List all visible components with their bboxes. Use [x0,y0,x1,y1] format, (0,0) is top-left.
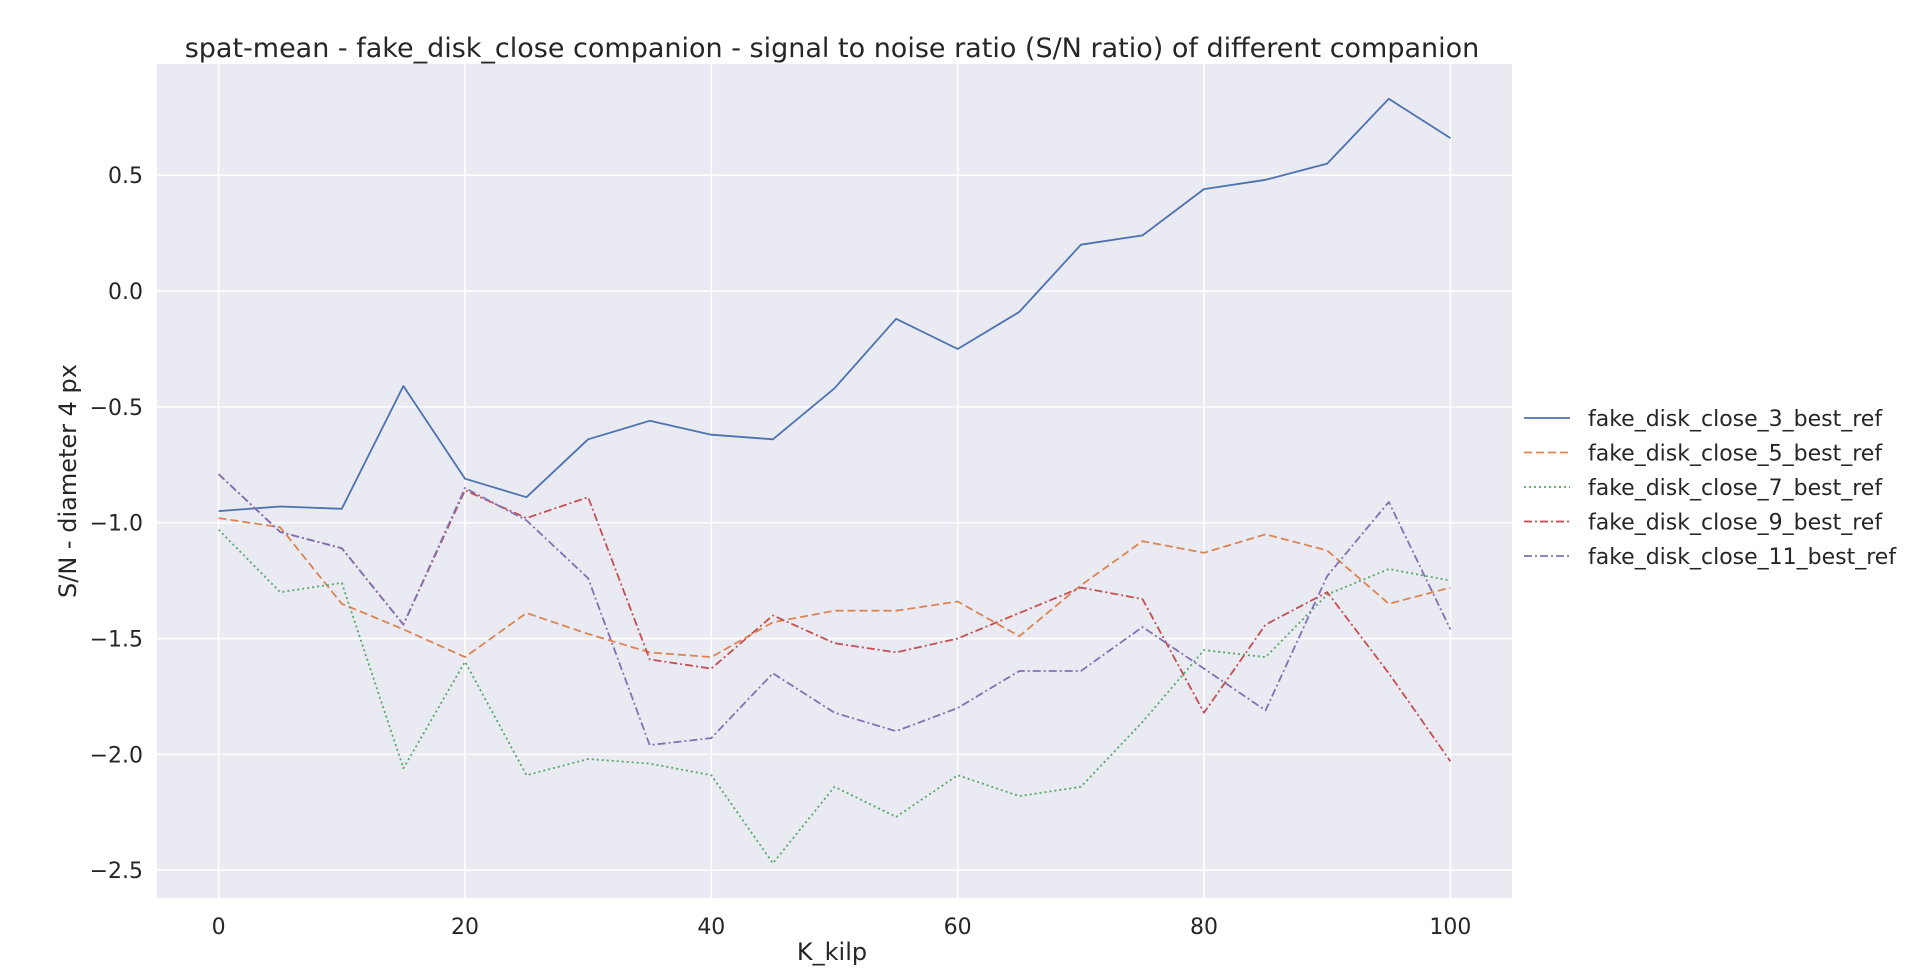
legend-label: fake_disk_close_3_best_ref [1588,407,1883,432]
y-tick-label: −2.5 [90,859,143,884]
series-line-fake_disk_close_7_best_ref [217,529,1451,865]
legend-label: fake_disk_close_11_best_ref [1588,545,1897,570]
y-tick-label: −0.5 [90,396,143,421]
x-axis-label: K_kilp [797,938,867,966]
x-tick-label: 100 [1429,915,1471,940]
plot-area [157,64,1512,898]
legend: fake_disk_close_3_best_ref fake_disk_clos… [1524,407,1897,570]
y-tick-label: −2.0 [90,743,143,768]
x-axis-ticks: 0 20 40 60 80 100 [212,915,1472,940]
y-axis-ticks: −2.5 −2.0 −1.5 −1.0 −0.5 0.0 0.5 [90,164,143,884]
y-tick-label: 0.5 [108,164,143,189]
x-tick-label: 40 [697,915,725,940]
legend-label: fake_disk_close_5_best_ref [1588,442,1883,467]
series-line-fake_disk_close_11_best_ref [217,473,1452,746]
chart-title: spat-mean - fake_disk_close companion - … [185,33,1480,64]
legend-label: fake_disk_close_7_best_ref [1588,476,1883,501]
y-tick-label: −1.0 [90,512,143,537]
y-tick-label: 0.0 [108,280,143,305]
series-lines [217,97,1452,865]
y-tick-label: −1.5 [90,628,143,653]
x-tick-label: 80 [1190,915,1218,940]
y-axis-label: S/N - diameter 4 px [54,364,82,598]
grid-lines [157,64,1512,898]
x-tick-label: 0 [212,915,226,940]
series-line-fake_disk_close_3_best_ref [218,97,1451,512]
x-tick-label: 60 [944,915,972,940]
legend-label: fake_disk_close_9_best_ref [1588,511,1883,536]
x-tick-label: 20 [451,915,479,940]
